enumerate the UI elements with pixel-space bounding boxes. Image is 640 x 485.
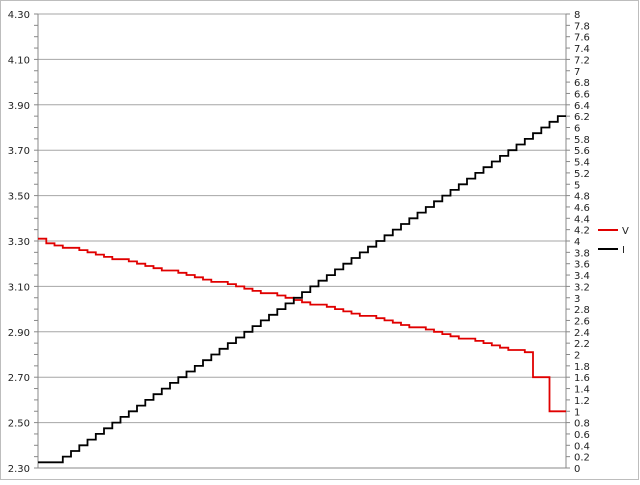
right-tick-label: 4.8	[574, 192, 590, 203]
right-tick-label: 0.6	[574, 430, 590, 441]
right-tick-label: 6.4	[574, 101, 590, 112]
left-tick-label: 2.30	[8, 464, 30, 475]
right-tick-label: 3.2	[574, 282, 590, 293]
series-I-line	[38, 115, 566, 464]
right-tick-label: 2.6	[574, 316, 590, 327]
right-tick-label: 6.6	[574, 89, 590, 100]
series-lines	[38, 115, 566, 464]
left-tick-label: 3.30	[8, 237, 30, 248]
left-tick-label: 2.90	[8, 328, 30, 339]
right-tick-label: 4.4	[574, 214, 590, 225]
right-tick-label: 5.6	[574, 146, 590, 157]
axes: 2.30 2.50 2.70 2.90 3.10 3.30 3.50 3.70 3.90 4.10…	[8, 10, 590, 475]
right-tick-label: 3.4	[574, 271, 590, 282]
left-tick-label: 2.50	[8, 419, 30, 430]
right-tick-label: 7.2	[574, 55, 590, 66]
right-tick-label: 3.6	[574, 260, 590, 271]
left-tick-label: 3.10	[8, 282, 30, 293]
right-tick-label: 1.8	[574, 362, 590, 373]
right-tick-label: 4.6	[574, 203, 590, 214]
right-tick-label: 0	[574, 464, 580, 475]
right-tick-label: 3	[574, 294, 580, 305]
right-tick-label: 0.4	[574, 441, 590, 452]
left-tick-label: 3.70	[8, 146, 30, 157]
right-tick-label: 7.8	[574, 21, 590, 32]
right-tick-label: 2.2	[574, 339, 590, 350]
left-tick-label: 3.50	[8, 192, 30, 203]
left-tick-label: 4.30	[8, 10, 30, 21]
right-tick-label: 1	[574, 407, 580, 418]
right-tick-label: 6	[574, 124, 580, 135]
right-tick-label: 6.8	[574, 78, 590, 89]
right-tick-label: 1.6	[574, 373, 590, 384]
right-tick-label: 7.4	[574, 44, 590, 55]
right-tick-label: 6.2	[574, 112, 590, 123]
right-tick-label: 4	[574, 237, 580, 248]
legend-label-I: I	[622, 245, 625, 256]
left-tick-label: 3.90	[8, 101, 30, 112]
right-tick-label: 2	[574, 351, 580, 362]
legend: VI	[598, 226, 629, 256]
gridlines	[38, 13, 566, 469]
right-tick-label: 0.8	[574, 419, 590, 430]
right-tick-label: 0.2	[574, 453, 590, 464]
right-tick-label: 4.2	[574, 226, 590, 237]
right-tick-label: 5.8	[574, 135, 590, 146]
right-tick-label: 2.4	[574, 328, 590, 339]
right-tick-label: 2.8	[574, 305, 590, 316]
series-V-line	[38, 237, 566, 413]
right-tick-label: 5	[574, 180, 580, 191]
right-tick-label: 1.2	[574, 396, 590, 407]
right-tick-label: 5.4	[574, 158, 590, 169]
right-tick-label: 7.6	[574, 33, 590, 44]
legend-label-V: V	[622, 226, 629, 237]
left-tick-label: 4.10	[8, 55, 30, 66]
right-tick-label: 5.2	[574, 169, 590, 180]
left-tick-label: 2.70	[8, 373, 30, 384]
right-tick-label: 8	[574, 10, 580, 21]
right-tick-label: 7	[574, 67, 580, 78]
right-tick-label: 1.4	[574, 385, 590, 396]
right-tick-label: 3.8	[574, 248, 590, 259]
